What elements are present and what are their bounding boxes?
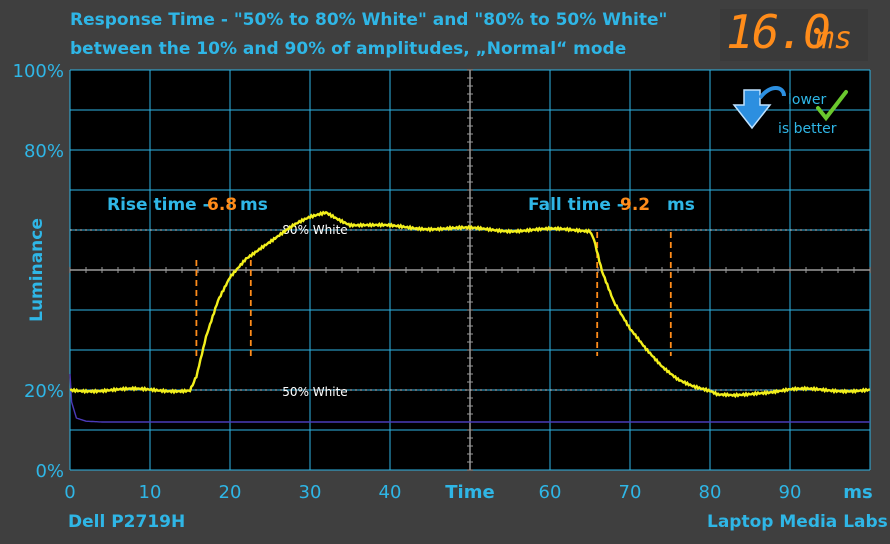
series-line-luminance — [69, 210, 871, 399]
y-tick-label: 100% — [13, 61, 64, 82]
x-axis-unit: ms — [843, 482, 872, 503]
x-tick-label: 10 — [139, 482, 162, 503]
x-axis-label: Time — [445, 482, 494, 503]
title-line-2: between the 10% and 90% of amplitudes, „… — [70, 39, 627, 59]
badge-unit: ms — [816, 21, 853, 56]
x-tick-label: 40 — [379, 482, 402, 503]
series-line-baseline — [69, 373, 870, 423]
y-tick-label: 80% — [24, 141, 64, 162]
title-line-1: Response Time - "50% to 80% White" and "… — [70, 10, 668, 30]
blue-down-arrow-icon — [732, 89, 772, 130]
y-tick-label: 0% — [35, 461, 64, 482]
arrow-curl — [758, 86, 786, 100]
monitor-model: Dell P2719H — [68, 512, 186, 532]
green-checkmark-icon — [816, 90, 848, 122]
x-tick-label: 70 — [619, 482, 642, 503]
fall-time-value: 9.2 — [620, 195, 650, 215]
rise-time-unit: ms — [240, 195, 268, 215]
x-tick-label: 90 — [779, 482, 802, 503]
x-tick-label: 20 — [219, 482, 242, 503]
y-tick-label: 20% — [24, 381, 64, 402]
x-tick-label: 0 — [64, 482, 75, 503]
y-axis-label: Luminance — [27, 218, 47, 322]
rise-time-label: Rise time - — [107, 195, 210, 215]
x-tick-label: 30 — [299, 482, 322, 503]
rise-time-value: 6.8 — [207, 195, 237, 215]
x-tick-label: 80 — [699, 482, 722, 503]
chart-title: Response Time - "50% to 80% White" and "… — [70, 6, 667, 64]
badge-value: 16.0 — [726, 5, 831, 59]
x-tick-label: 60 — [539, 482, 562, 503]
hint-line-1: lower — [788, 92, 827, 108]
fall-time-label: Fall time - — [528, 195, 624, 215]
reference-line-label: 80% White — [282, 223, 347, 237]
fall-time-unit: ms — [667, 195, 695, 215]
reference-line-label: 50% White — [282, 385, 347, 399]
hint-line-2: is better — [778, 121, 837, 137]
response-time-badge: 16.0 ms — [720, 5, 868, 61]
lab-credit: Laptop Media Labs — [707, 512, 888, 532]
